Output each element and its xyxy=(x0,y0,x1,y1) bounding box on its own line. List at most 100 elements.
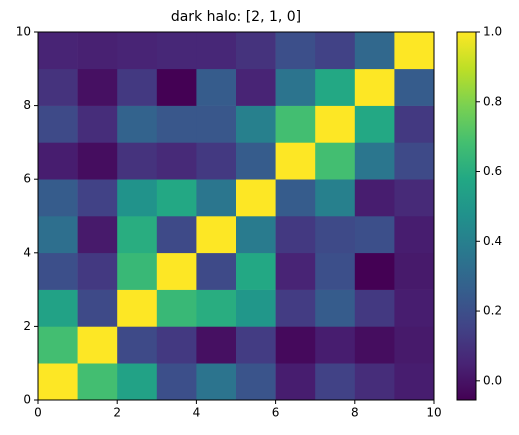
heatmap-cell xyxy=(236,142,276,180)
heatmap-cell xyxy=(117,363,158,401)
heatmap-cell xyxy=(77,105,118,143)
heatmap-cell xyxy=(275,32,316,70)
heatmap-cell xyxy=(77,32,118,70)
heatmap-cell xyxy=(275,363,316,401)
heatmap-cell xyxy=(117,326,158,364)
colorbar-tick-label: 0.0 xyxy=(483,373,502,387)
heatmap-cell xyxy=(236,179,276,217)
heatmap-cell xyxy=(394,216,435,254)
heatmap-cell xyxy=(315,142,356,180)
heatmap-cell xyxy=(117,252,158,290)
y-tick-label: 6 xyxy=(23,172,31,186)
plot-frame xyxy=(37,31,435,401)
heatmap-cell xyxy=(196,105,237,143)
heatmap-cell xyxy=(38,68,78,106)
heatmap-cell xyxy=(394,363,435,401)
heatmap-cell xyxy=(275,105,316,143)
heatmap-cell xyxy=(354,32,395,70)
heatmap-cell xyxy=(354,179,395,217)
heatmap-cell xyxy=(394,326,435,364)
heatmap-cell xyxy=(156,68,197,106)
heatmap-cell xyxy=(38,179,78,217)
heatmap-cell xyxy=(38,142,78,180)
heatmap-cell xyxy=(38,32,78,70)
y-tick-label: 10 xyxy=(16,25,31,39)
heatmap-cell xyxy=(117,142,158,180)
heatmap-cell xyxy=(236,326,276,364)
x-tick-label: 6 xyxy=(272,406,280,420)
heatmap-cell xyxy=(236,32,276,70)
heatmap-cell xyxy=(196,68,237,106)
heatmap-cell xyxy=(196,363,237,401)
heatmap-cell xyxy=(117,179,158,217)
colorbar-tick-label: 0.2 xyxy=(483,304,502,318)
heatmap-cell xyxy=(394,68,435,106)
heatmap-cell xyxy=(394,142,435,180)
heatmap-cell xyxy=(77,252,118,290)
colorbar-tick-label: 1.0 xyxy=(483,25,502,39)
heatmap-cell xyxy=(196,289,237,327)
y-tick-label: 0 xyxy=(23,393,31,407)
heatmap-cell xyxy=(117,216,158,254)
heatmap-cell xyxy=(394,32,435,70)
heatmap-cell xyxy=(275,252,316,290)
chart-title: dark halo: [2, 1, 0] xyxy=(171,9,301,25)
heatmap-cell xyxy=(117,32,158,70)
heatmap-cell xyxy=(77,326,118,364)
heatmap-cell xyxy=(315,363,356,401)
colorbar-tick-label: 0.6 xyxy=(483,164,502,178)
heatmap-cell xyxy=(275,216,316,254)
heatmap-cell xyxy=(77,179,118,217)
y-tick-label: 4 xyxy=(23,245,31,259)
heatmap-cell xyxy=(354,216,395,254)
heatmap-cell xyxy=(38,252,78,290)
heatmap-cell xyxy=(315,105,356,143)
heatmap-cell xyxy=(354,363,395,401)
heatmap-cell xyxy=(315,32,356,70)
heatmap-cell xyxy=(38,289,78,327)
colorbar-tick-label: 0.4 xyxy=(483,234,502,248)
heatmap-cell xyxy=(196,179,237,217)
heatmap-cell xyxy=(315,179,356,217)
heatmap-cell xyxy=(117,68,158,106)
heatmap-cell xyxy=(156,32,197,70)
heatmap-cell xyxy=(236,289,276,327)
heatmap-cell xyxy=(38,363,78,401)
heatmap-cell xyxy=(156,363,197,401)
heatmap-cell xyxy=(354,252,395,290)
y-tick-label: 8 xyxy=(23,98,31,112)
colorbar-tick-label: 0.8 xyxy=(483,94,502,108)
heatmap-cell xyxy=(275,142,316,180)
heatmap-cell xyxy=(354,326,395,364)
heatmap-cell xyxy=(156,179,197,217)
heatmap-cell xyxy=(77,216,118,254)
heatmap-cell xyxy=(315,289,356,327)
heatmap-cell xyxy=(236,105,276,143)
heatmap-cell xyxy=(38,326,78,364)
heatmap-cell xyxy=(354,105,395,143)
x-tick-label: 2 xyxy=(113,406,121,420)
heatmap-cell xyxy=(77,142,118,180)
y-tick-label: 2 xyxy=(23,319,31,333)
heatmap-cell xyxy=(77,363,118,401)
heatmap-cell xyxy=(38,216,78,254)
heatmap-cell xyxy=(77,68,118,106)
heatmap-cell xyxy=(236,68,276,106)
colorbar xyxy=(456,31,477,401)
heatmap-cell xyxy=(156,252,197,290)
heatmap-cell xyxy=(354,289,395,327)
x-tick-label: 10 xyxy=(426,406,441,420)
heatmap-cell xyxy=(275,326,316,364)
heatmap-cell xyxy=(38,105,78,143)
x-tick-label: 4 xyxy=(193,406,201,420)
heatmap-cell xyxy=(354,68,395,106)
heatmap-cell xyxy=(236,216,276,254)
heatmap-cell xyxy=(196,216,237,254)
heatmap-cell xyxy=(394,179,435,217)
heatmap-cell xyxy=(117,105,158,143)
heatmap-cell xyxy=(275,68,316,106)
heatmap-cell xyxy=(315,68,356,106)
heatmap-cell xyxy=(156,289,197,327)
heatmap-cell xyxy=(156,105,197,143)
heatmap-cell xyxy=(354,142,395,180)
